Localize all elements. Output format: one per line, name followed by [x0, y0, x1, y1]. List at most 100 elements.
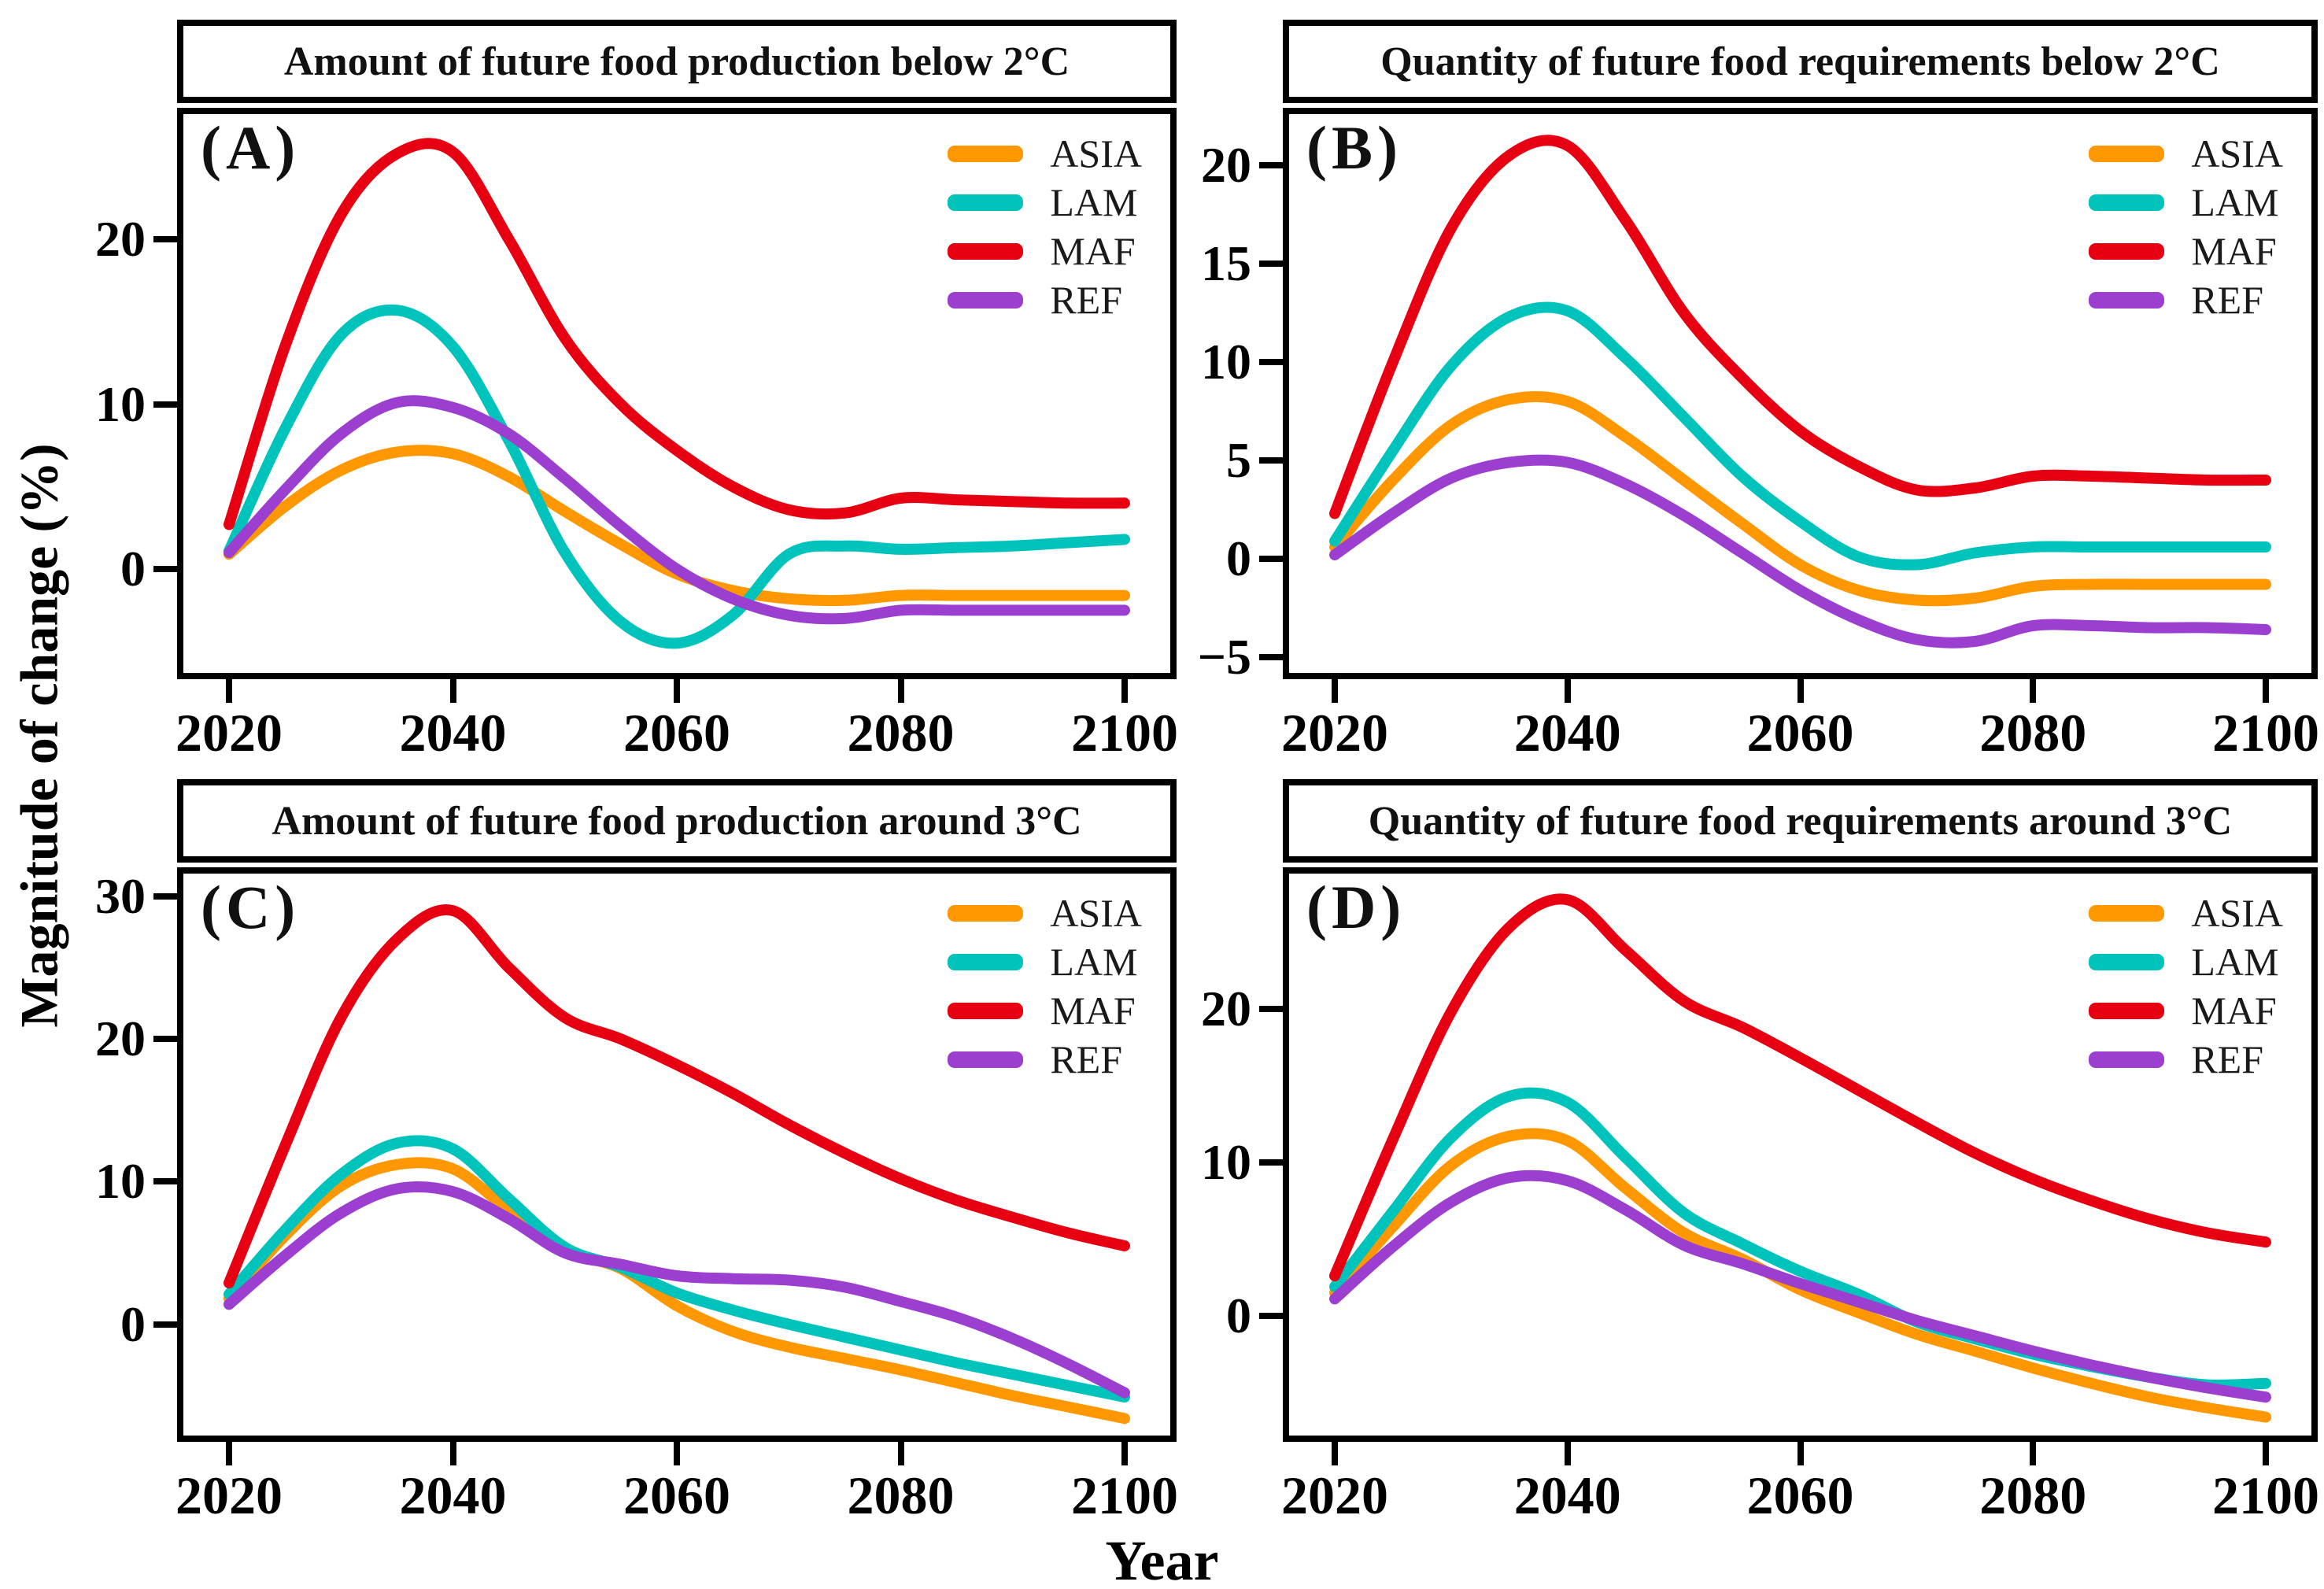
x-tick-mark — [449, 679, 456, 703]
legend-label-asia: ASIA — [2191, 131, 2283, 176]
x-tick-mark — [1332, 1442, 1338, 1465]
x-tick-label: 2100 — [2212, 703, 2319, 763]
y-tick-mark — [1259, 1005, 1283, 1012]
y-tick-mark — [153, 236, 177, 243]
panel-C-title-box: Amount of future food production around … — [177, 779, 1177, 863]
y-tick-label: 0 — [1226, 1287, 1251, 1343]
panel-A-plot-area: (A) ASIA LAM MAF REF 0 10 20 2020 2040 2060 2080 2… — [95, 108, 1178, 759]
legend-swatch-ref — [948, 1051, 1024, 1068]
x-tick-mark — [1332, 679, 1338, 703]
x-tick-mark — [2030, 1442, 2037, 1465]
legend-label-ref: REF — [1050, 1037, 1123, 1081]
x-tick-mark — [226, 679, 232, 703]
panel-D-letter: (D) — [1306, 873, 1406, 941]
panel-A-title-box: Amount of future food production below 2… — [177, 20, 1177, 103]
panel-A-curves — [224, 138, 1130, 649]
y-tick-mark — [1259, 457, 1283, 464]
series-line-lam — [224, 1135, 1130, 1403]
legend-swatch-ref — [2089, 291, 2165, 309]
y-tick-mark — [1259, 556, 1283, 562]
y-tick-label: 20 — [1201, 137, 1251, 193]
legend-item-maf: MAF — [948, 990, 1142, 1031]
legend-label-asia: ASIA — [1050, 891, 1142, 935]
y-tick-label: 10 — [1201, 334, 1251, 390]
legend-label-ref: REF — [2191, 278, 2264, 322]
legend-item-asia: ASIA — [2089, 892, 2283, 933]
legend-item-ref: REF — [948, 1039, 1142, 1080]
x-tick-label: 2100 — [2212, 1465, 2319, 1525]
legend-label-asia: ASIA — [1050, 131, 1142, 176]
legend-item-asia: ASIA — [948, 892, 1142, 933]
x-tick-mark — [449, 1442, 456, 1465]
y-axis-title: Magnitude of change (%) — [9, 443, 69, 1028]
series-line-maf — [1329, 135, 2271, 519]
x-tick-label: 2040 — [399, 703, 507, 763]
panel-C-letter: (C) — [201, 873, 301, 941]
x-tick-label: 2080 — [847, 1465, 955, 1525]
x-tick-mark — [2263, 1442, 2269, 1465]
panel-D-title-box: Quantity of future food requirements aro… — [1283, 779, 2318, 863]
panel-B-plot-area: (B) ASIA LAM MAF REF −5 0 5 10 15 20 2020 2040 2060… — [1198, 108, 2319, 759]
y-tick-mark — [153, 892, 177, 900]
y-tick-label: 20 — [95, 211, 146, 268]
x-tick-label: 2080 — [847, 703, 955, 763]
legend-item-lam: LAM — [948, 941, 1142, 982]
x-tick-mark — [1121, 1442, 1128, 1465]
y-tick-mark — [153, 401, 177, 408]
y-tick-mark — [1259, 1158, 1283, 1166]
y-tick-mark — [1259, 1312, 1283, 1319]
series-line-asia — [224, 445, 1130, 607]
x-tick-mark — [2263, 679, 2269, 703]
legend-swatch-lam — [2089, 194, 2165, 211]
x-tick-label: 2020 — [176, 703, 283, 763]
legend-label-lam: LAM — [1050, 180, 1138, 224]
legend-label-lam: LAM — [2191, 180, 2279, 224]
x-tick-mark — [897, 1442, 904, 1465]
x-axis-title: Year — [1105, 1529, 1219, 1589]
legend-item-ref: REF — [948, 279, 1142, 320]
x-tick-mark — [226, 1442, 232, 1465]
legend-label-maf: MAF — [2191, 229, 2277, 273]
series-line-ref — [1329, 454, 2271, 649]
y-tick-mark — [153, 1178, 177, 1185]
x-tick-label: 2100 — [1071, 703, 1178, 763]
x-tick-mark — [2030, 679, 2037, 703]
legend-label-lam: LAM — [2191, 940, 2279, 984]
panel-A: Amount of future food production below 2… — [95, 20, 1178, 759]
panel-C-title: Amount of future food production around … — [272, 798, 1082, 844]
legend-item-ref: REF — [2089, 279, 2283, 320]
x-tick-label: 2080 — [1979, 703, 2087, 763]
legend-label-asia: ASIA — [2191, 891, 2283, 935]
x-tick-label: 2020 — [1281, 1465, 1388, 1525]
legend-item-lam: LAM — [2089, 941, 2283, 982]
panel-D-title: Quantity of future food requirements aro… — [1368, 798, 2233, 844]
x-tick-label: 2040 — [1513, 1465, 1621, 1525]
legend-swatch-maf — [2089, 1002, 2165, 1019]
x-tick-label: 2060 — [623, 703, 730, 763]
y-tick-label: 0 — [1226, 530, 1251, 586]
series-line-maf — [224, 138, 1130, 530]
x-tick-mark — [1121, 679, 1128, 703]
panel-A-letter: (A) — [201, 113, 301, 182]
y-tick-mark — [1259, 654, 1283, 660]
legend-swatch-ref — [948, 291, 1024, 309]
panel-D-legend: ASIA LAM MAF REF — [2089, 892, 2283, 1080]
legend-swatch-lam — [2089, 953, 2165, 970]
x-tick-label: 2060 — [1746, 703, 1854, 763]
x-tick-mark — [674, 1442, 680, 1465]
x-tick-label: 2040 — [1513, 703, 1621, 763]
legend-item-asia: ASIA — [2089, 133, 2283, 174]
series-line-maf — [224, 904, 1130, 1289]
legend-label-maf: MAF — [2191, 989, 2277, 1033]
panel-C: Amount of future food production around … — [95, 779, 1178, 1522]
y-tick-label: 15 — [1201, 235, 1251, 291]
y-tick-label: 20 — [1201, 980, 1251, 1037]
legend-swatch-asia — [2089, 145, 2165, 162]
legend-swatch-maf — [948, 242, 1024, 260]
x-tick-mark — [1797, 1442, 1804, 1465]
panel-D-plot-area: (D) ASIA LAM MAF REF 0 10 20 2020 2040 2060 2080 2… — [1201, 867, 2319, 1522]
series-line-maf — [1329, 893, 2271, 1282]
panel-C-legend: ASIA LAM MAF REF — [948, 892, 1142, 1080]
series-line-ref — [224, 395, 1130, 625]
